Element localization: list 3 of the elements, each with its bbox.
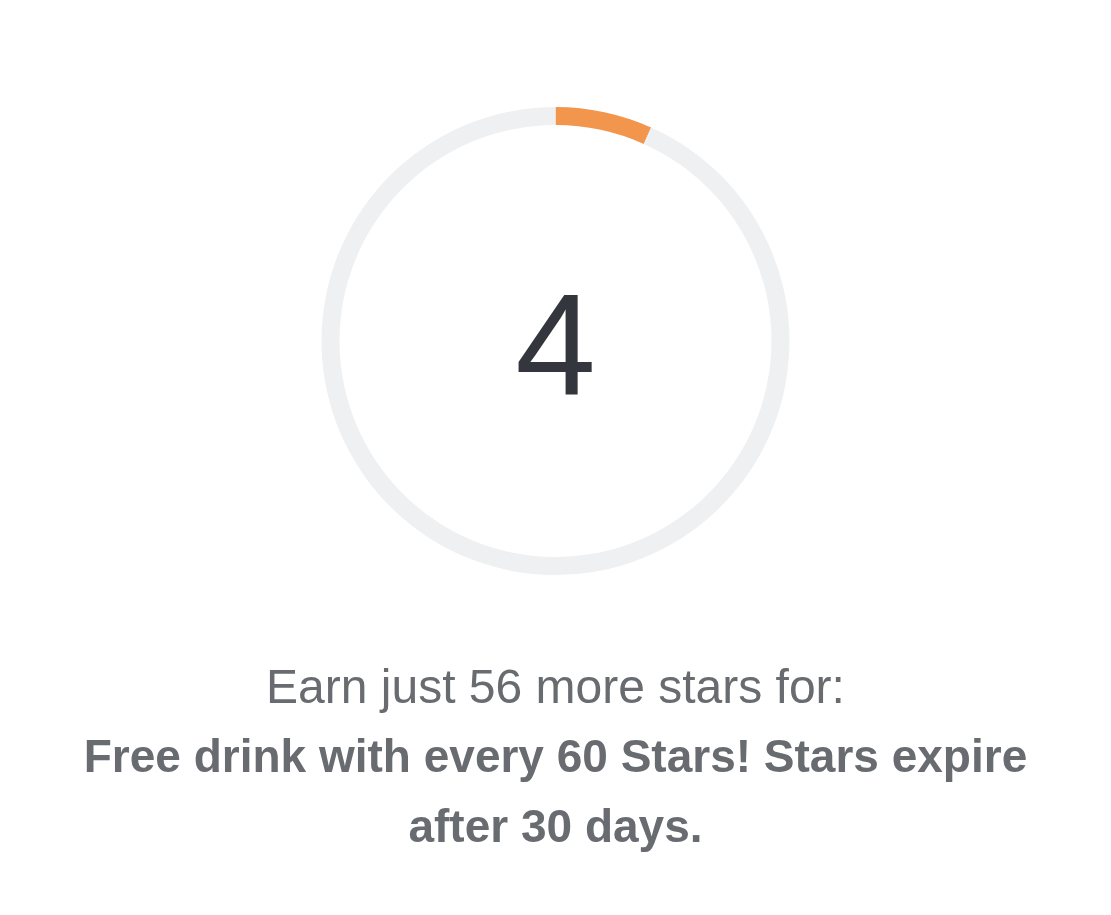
text: 4 — [515, 263, 596, 426]
text: Free drink with every 60 Stars! Stars expire after 30 days. — [82, 729, 1029, 854]
text: Earn just 56 more stars for: — [265, 659, 846, 715]
